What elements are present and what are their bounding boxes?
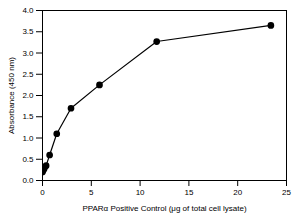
svg-text:2.5: 2.5 xyxy=(22,70,34,79)
svg-text:0.0: 0.0 xyxy=(22,176,34,185)
svg-text:0: 0 xyxy=(40,188,45,197)
svg-text:Absorbance (450 nm): Absorbance (450 nm) xyxy=(7,57,16,134)
svg-text:PPARα Positive Control (μg of: PPARα Positive Control (μg of total cell… xyxy=(82,204,247,213)
svg-text:5: 5 xyxy=(89,188,94,197)
svg-text:1.0: 1.0 xyxy=(22,134,34,143)
svg-text:2.0: 2.0 xyxy=(22,91,34,100)
svg-text:10: 10 xyxy=(136,188,145,197)
svg-text:3.5: 3.5 xyxy=(22,27,34,36)
svg-text:3.0: 3.0 xyxy=(22,49,34,58)
svg-text:15: 15 xyxy=(184,188,193,197)
svg-text:0.5: 0.5 xyxy=(22,155,34,164)
svg-text:25: 25 xyxy=(282,188,291,197)
svg-text:1.5: 1.5 xyxy=(22,112,34,121)
svg-text:20: 20 xyxy=(233,188,242,197)
svg-text:4.0: 4.0 xyxy=(22,6,34,15)
